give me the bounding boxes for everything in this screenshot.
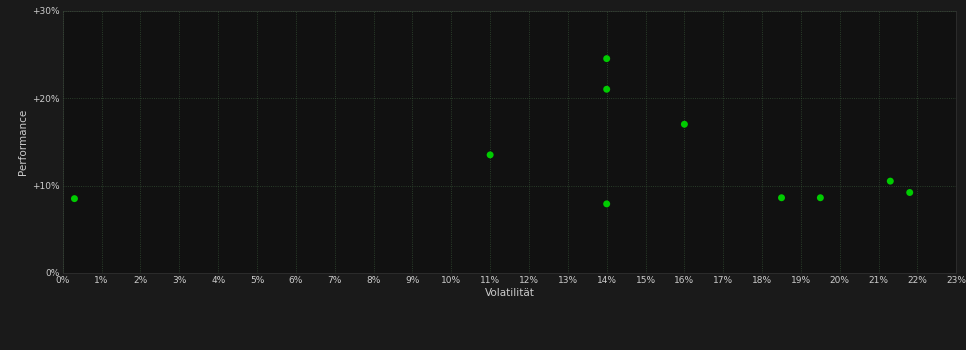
Point: [774, 195, 789, 201]
Point: [812, 195, 828, 201]
Point: [599, 86, 614, 92]
Point: [482, 152, 497, 158]
Y-axis label: Performance: Performance: [18, 108, 28, 175]
Point: [676, 121, 692, 127]
Point: [67, 196, 82, 202]
X-axis label: Volatilität: Volatilität: [485, 288, 534, 298]
Point: [902, 190, 918, 195]
Point: [883, 178, 898, 184]
Point: [599, 201, 614, 206]
Point: [599, 56, 614, 62]
